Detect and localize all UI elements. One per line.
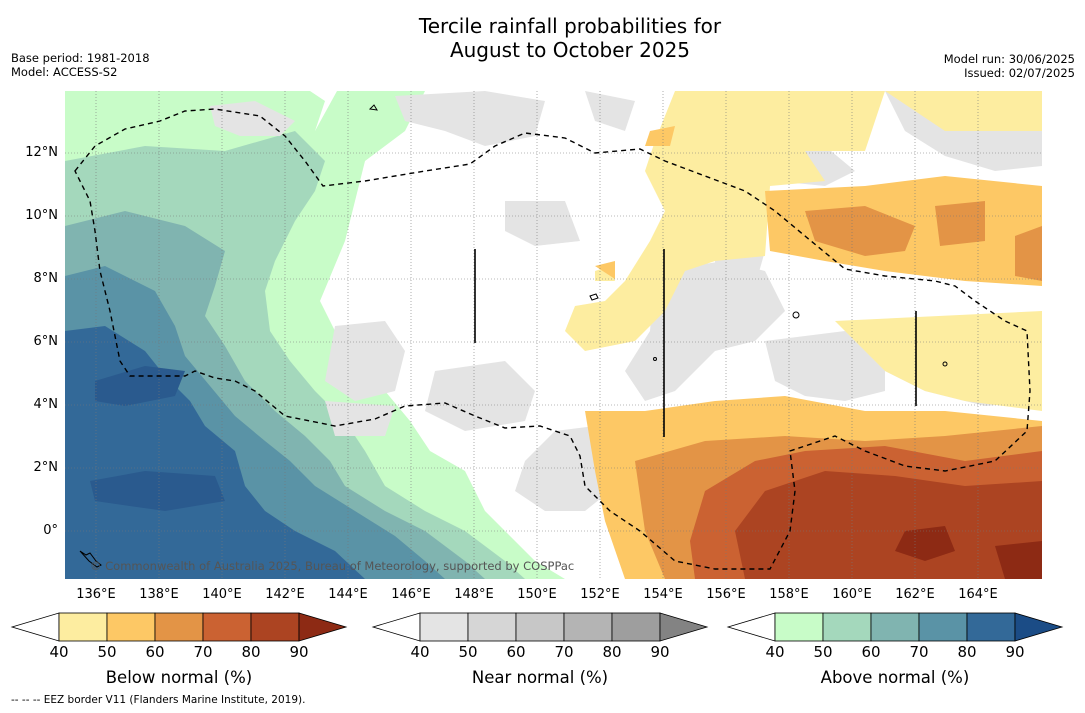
title-line-1: Tercile rainfall probabilities for bbox=[418, 14, 722, 38]
lon-label-162e: 162°E bbox=[895, 587, 935, 602]
model-name: Model: ACCESS-S2 bbox=[11, 65, 118, 79]
lon-label-140e: 140°E bbox=[202, 587, 242, 602]
meta-right: Model run: 30/06/2025 Issued: 02/07/2025 bbox=[944, 52, 1075, 80]
near-normal-patch-center bbox=[325, 201, 625, 511]
cb-near-tick-40: 40 bbox=[410, 643, 430, 661]
lat-label-0: 0° bbox=[43, 523, 58, 538]
cb-below-tick-80: 80 bbox=[241, 643, 261, 661]
lat-label-10n: 10°N bbox=[25, 208, 58, 223]
lat-label-2n: 2°N bbox=[33, 460, 59, 475]
cb-near-title: Near normal (%) bbox=[471, 668, 609, 687]
islands bbox=[79, 104, 948, 568]
eez-border bbox=[74, 108, 1031, 570]
cb-near-tick-70: 70 bbox=[554, 643, 574, 661]
cb-below-tick-90: 90 bbox=[289, 643, 309, 661]
lat-label-4n: 4°N bbox=[33, 397, 59, 412]
lon-label-150e: 150°E bbox=[517, 587, 557, 602]
lat-label-12n: 12°N bbox=[25, 145, 58, 160]
eez-note: -- -- -- EEZ border V11 (Flanders Marine… bbox=[11, 694, 306, 706]
lat-label-6n: 6°N bbox=[33, 334, 59, 349]
below-90-core bbox=[895, 526, 1042, 579]
lon-label-158e: 158°E bbox=[769, 587, 809, 602]
colorbars bbox=[10, 612, 1064, 642]
lon-label-154e: 154°E bbox=[643, 587, 683, 602]
cb-above-tick-60: 60 bbox=[861, 643, 881, 661]
colorbar-above bbox=[726, 612, 1064, 642]
meta-left: Base period: 1981-2018 Model: ACCESS-S2 bbox=[11, 51, 150, 79]
lon-label-142e: 142°E bbox=[265, 587, 305, 602]
credit-text: © Commonwealth of Australia 2025, Bureau… bbox=[90, 559, 574, 573]
above-90-core bbox=[90, 366, 225, 511]
lat-label-8n: 8°N bbox=[33, 271, 59, 286]
lon-label-148e: 148°E bbox=[454, 587, 494, 602]
base-period: Base period: 1981-2018 bbox=[11, 51, 150, 65]
lon-label-152e: 152°E bbox=[580, 587, 620, 602]
lon-label-144e: 144°E bbox=[328, 587, 368, 602]
rainfall-map: © Commonwealth of Australia 2025, Bureau… bbox=[65, 91, 1042, 579]
eez-segments bbox=[474, 249, 917, 437]
colorbar-near bbox=[371, 612, 709, 642]
title-line-2: August to October 2025 bbox=[449, 38, 691, 62]
lon-label-160e: 160°E bbox=[832, 587, 872, 602]
map-title: Tercile rainfall probabilities for Augus… bbox=[0, 14, 1085, 62]
lon-label-138e: 138°E bbox=[139, 587, 179, 602]
issued-date: Issued: 02/07/2025 bbox=[964, 66, 1075, 80]
lon-label-156e: 156°E bbox=[706, 587, 746, 602]
cb-above-tick-50: 50 bbox=[813, 643, 833, 661]
cb-below-tick-60: 60 bbox=[145, 643, 165, 661]
cb-near-tick-60: 60 bbox=[506, 643, 526, 661]
colorbar-below bbox=[10, 612, 348, 642]
cb-above-title: Above normal (%) bbox=[820, 668, 970, 687]
cb-above-tick-70: 70 bbox=[909, 643, 929, 661]
below-90-region bbox=[735, 471, 1042, 579]
cb-below-tick-40: 40 bbox=[49, 643, 69, 661]
graticule bbox=[65, 91, 1042, 579]
lon-label-146e: 146°E bbox=[391, 587, 431, 602]
lon-label-164e: 164°E bbox=[958, 587, 998, 602]
cb-below-tick-70: 70 bbox=[193, 643, 213, 661]
lon-label-136e: 136°E bbox=[76, 587, 116, 602]
cb-near-tick-90: 90 bbox=[650, 643, 670, 661]
cb-near-tick-50: 50 bbox=[458, 643, 478, 661]
cb-above-tick-90: 90 bbox=[1005, 643, 1025, 661]
model-run: Model run: 30/06/2025 bbox=[943, 52, 1075, 66]
cb-below-tick-50: 50 bbox=[97, 643, 117, 661]
cb-near-tick-80: 80 bbox=[602, 643, 622, 661]
cb-below-title: Below normal (%) bbox=[105, 668, 253, 687]
cb-above-tick-80: 80 bbox=[957, 643, 977, 661]
below-50-region bbox=[565, 91, 1042, 411]
near-normal-patch-north bbox=[210, 91, 635, 146]
cb-above-tick-40: 40 bbox=[765, 643, 785, 661]
